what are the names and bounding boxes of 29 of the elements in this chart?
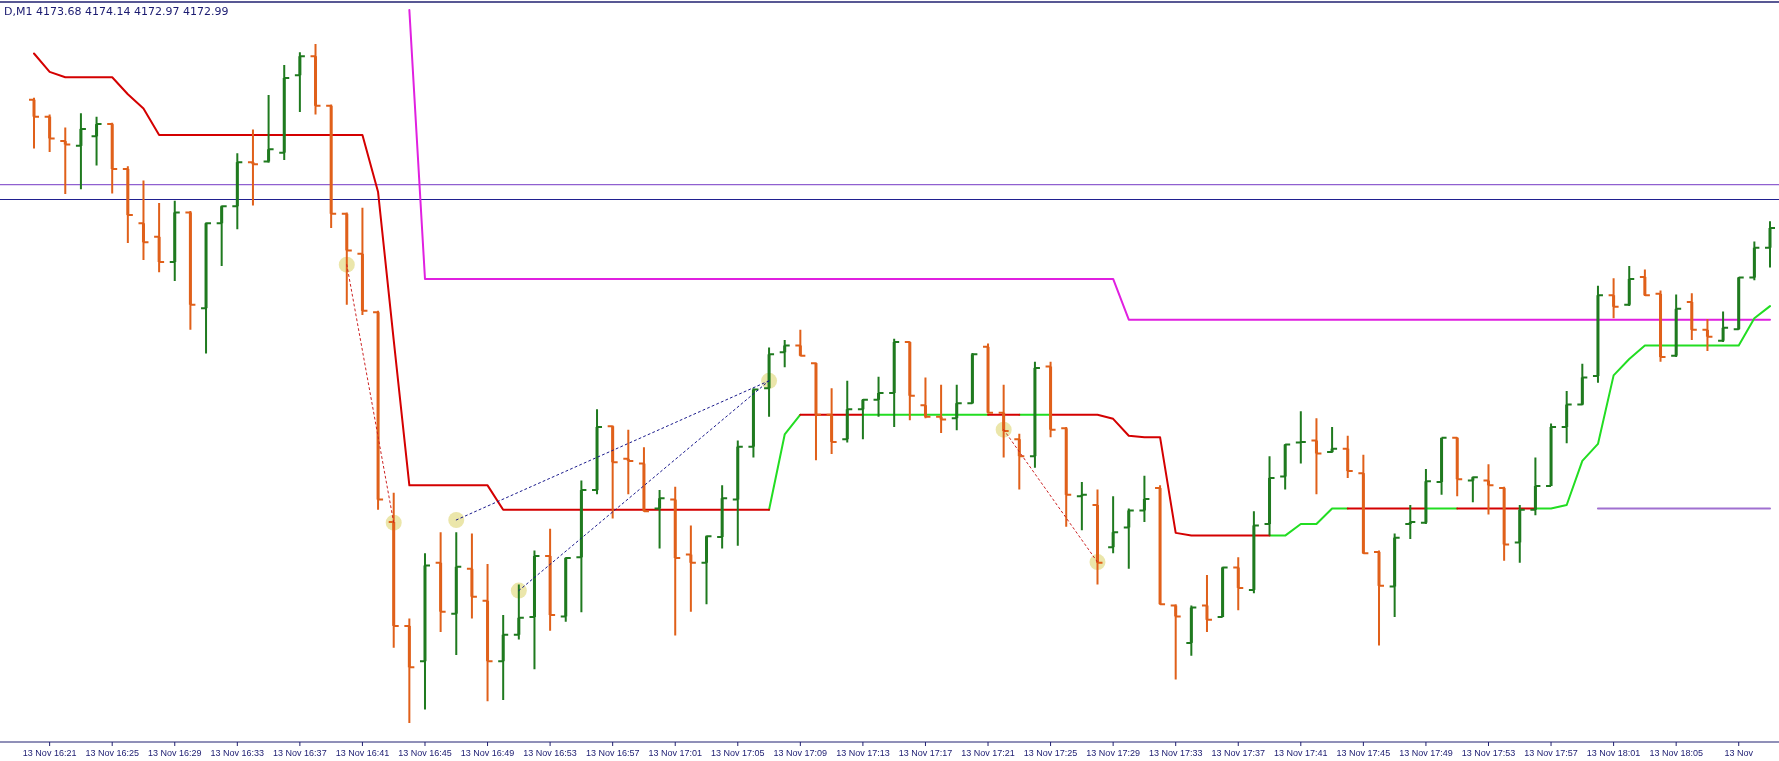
x-tick-label: 13 Nov 16:49 <box>460 748 515 758</box>
x-tick-label: 13 Nov 16:41 <box>335 748 390 758</box>
x-tick-label: 13 Nov 16:37 <box>273 748 327 758</box>
x-tick-label: 13 Nov 16:21 <box>22 748 77 758</box>
x-tick-label: 13 Nov 17:21 <box>961 748 1015 758</box>
x-tick-label: 13 Nov 17:17 <box>898 748 953 758</box>
x-tick-label: 13 Nov 17:29 <box>1086 748 1140 758</box>
x-tick-label: 13 Nov 17:09 <box>773 748 828 758</box>
x-tick-label: 13 Nov 16:25 <box>85 748 139 758</box>
x-tick-label: 13 Nov 16:53 <box>523 748 577 758</box>
x-tick-label: 13 Nov 16:29 <box>147 748 202 758</box>
x-tick-label: 13 Nov 16:45 <box>398 748 452 758</box>
x-tick-label: 13 Nov <box>1724 748 1754 758</box>
chart-title: D,M1 4173.68 4174.14 4172.97 4172.99 <box>4 5 229 18</box>
x-tick-label: 13 Nov 17:25 <box>1023 748 1078 758</box>
x-tick-label: 13 Nov 17:45 <box>1336 748 1391 758</box>
x-tick-label: 13 Nov 17:37 <box>1211 748 1266 758</box>
x-tick-label: 13 Nov 17:33 <box>1148 748 1203 758</box>
x-tick-label: 13 Nov 16:57 <box>585 748 640 758</box>
x-tick-label: 13 Nov 17:13 <box>836 748 890 758</box>
x-tick-label: 13 Nov 17:41 <box>1274 748 1328 758</box>
x-tick-label: 13 Nov 18:05 <box>1649 748 1703 758</box>
x-tick-label: 13 Nov 17:49 <box>1399 748 1453 758</box>
x-tick-label: 13 Nov 17:05 <box>711 748 765 758</box>
x-tick-label: 13 Nov 17:53 <box>1461 748 1516 758</box>
x-tick-label: 13 Nov 18:01 <box>1586 748 1641 758</box>
x-tick-label: 13 Nov 17:01 <box>648 748 702 758</box>
x-tick-label: 13 Nov 17:57 <box>1524 748 1578 758</box>
x-tick-label: 13 Nov 16:33 <box>210 748 265 758</box>
